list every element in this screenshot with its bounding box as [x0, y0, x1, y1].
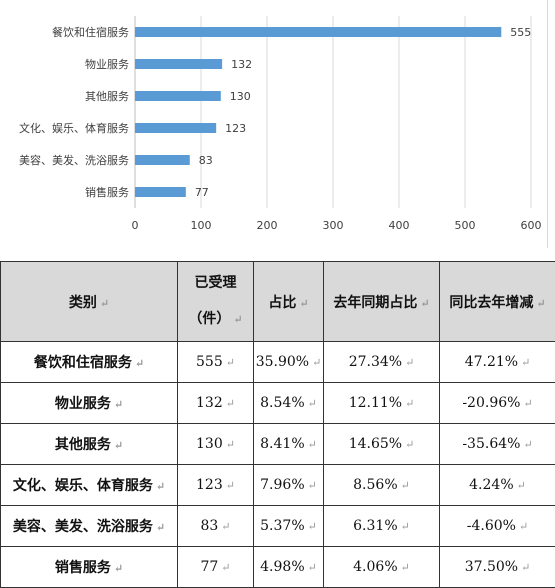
data-label: 83: [199, 154, 213, 167]
table-row: 物业服务↵132↵8.54%↵12.11%↵-20.96%↵: [1, 383, 555, 424]
service-table: 类别↵ 已受理 （件）↵ 占比↵ 去年同期占比↵ 同比去年增减↵ 餐饮和住宿服务…: [0, 261, 555, 588]
cell-last-year-share: 27.34%↵: [324, 342, 440, 383]
cell-category: 销售服务↵: [1, 547, 178, 588]
cell-last-year-share: 14.65%↵: [324, 424, 440, 465]
data-label: 130: [230, 90, 251, 103]
x-tick-label: 300: [323, 219, 344, 232]
cell-yoy-change: 4.24%↵: [440, 465, 555, 506]
x-tick-label: 100: [191, 219, 212, 232]
cell-last-year-share: 8.56%↵: [324, 465, 440, 506]
table-row: 美容、美发、洗浴服务↵83↵5.37%↵6.31%↵-4.60%↵: [1, 506, 555, 547]
cell-accepted: 130↵: [178, 424, 254, 465]
x-tick-label: 200: [257, 219, 278, 232]
cell-share: 8.41%↵: [254, 424, 324, 465]
category-label: 其他服务: [85, 90, 129, 103]
cell-yoy-change: 37.50%↵: [440, 547, 555, 588]
cell-category: 物业服务↵: [1, 383, 178, 424]
cell-share: 8.54%↵: [254, 383, 324, 424]
cell-yoy-change: 47.21%↵: [440, 342, 555, 383]
x-tick-label: 500: [455, 219, 476, 232]
cell-category: 餐饮和住宿服务↵: [1, 342, 178, 383]
bar: [135, 59, 222, 69]
bar-chart: 0 100 200 300 400 500 600 餐饮和住宿服务 555 物业服务 132 其他服务…: [0, 0, 555, 250]
header-share: 占比↵: [254, 262, 324, 342]
cell-share: 7.96%↵: [254, 465, 324, 506]
table-row: 文化、娱乐、体育服务↵123↵7.96%↵8.56%↵4.24%↵: [1, 465, 555, 506]
cell-accepted: 77↵: [178, 547, 254, 588]
data-label: 123: [225, 122, 246, 135]
cell-yoy-change: -20.96%↵: [440, 383, 555, 424]
cell-accepted: 123↵: [178, 465, 254, 506]
category-label: 文化、娱乐、体育服务: [19, 121, 129, 135]
category-label: 美容、美发、洗浴服务: [19, 153, 129, 167]
category-label: 物业服务: [85, 57, 129, 71]
header-yoy-change: 同比去年增减↵: [440, 262, 555, 342]
cell-accepted: 83↵: [178, 506, 254, 547]
cell-share: 5.37%↵: [254, 506, 324, 547]
x-tick-label: 400: [389, 219, 410, 232]
header-category: 类别↵: [1, 262, 178, 342]
cell-yoy-change: -35.64%↵: [440, 424, 555, 465]
cell-share: 35.90%↵: [254, 342, 324, 383]
category-label: 销售服务: [85, 185, 129, 199]
bar: [135, 187, 186, 197]
data-label: 77: [195, 186, 209, 199]
x-tick-label: 0: [132, 219, 139, 232]
bar: [135, 27, 501, 37]
data-label: 555: [510, 26, 531, 39]
cell-category: 美容、美发、洗浴服务↵: [1, 506, 178, 547]
cell-share: 4.98%↵: [254, 547, 324, 588]
table-row: 销售服务↵77↵4.98%↵4.06%↵37.50%↵: [1, 547, 555, 588]
table-row: 餐饮和住宿服务↵555↵35.90%↵27.34%↵47.21%↵: [1, 342, 555, 383]
cell-yoy-change: -4.60%↵: [440, 506, 555, 547]
cell-category: 文化、娱乐、体育服务↵: [1, 465, 178, 506]
cell-category: 其他服务↵: [1, 424, 178, 465]
table-body: 餐饮和住宿服务↵555↵35.90%↵27.34%↵47.21%↵物业服务↵13…: [1, 342, 555, 588]
cell-last-year-share: 6.31%↵: [324, 506, 440, 547]
header-accepted: 已受理 （件）↵: [178, 262, 254, 342]
table-header-row: 类别↵ 已受理 （件）↵ 占比↵ 去年同期占比↵ 同比去年增减↵: [1, 262, 555, 342]
category-label: 餐饮和住宿服务: [52, 25, 129, 39]
cell-last-year-share: 12.11%↵: [324, 383, 440, 424]
header-last-year-share: 去年同期占比↵: [324, 262, 440, 342]
cell-accepted: 555↵: [178, 342, 254, 383]
cell-last-year-share: 4.06%↵: [324, 547, 440, 588]
bar: [135, 155, 190, 165]
bar: [135, 91, 221, 101]
x-tick-label: 600: [521, 219, 542, 232]
table-row: 其他服务↵130↵8.41%↵14.65%↵-35.64%↵: [1, 424, 555, 465]
cell-accepted: 132↵: [178, 383, 254, 424]
bar: [135, 123, 216, 133]
data-label: 132: [231, 58, 252, 71]
